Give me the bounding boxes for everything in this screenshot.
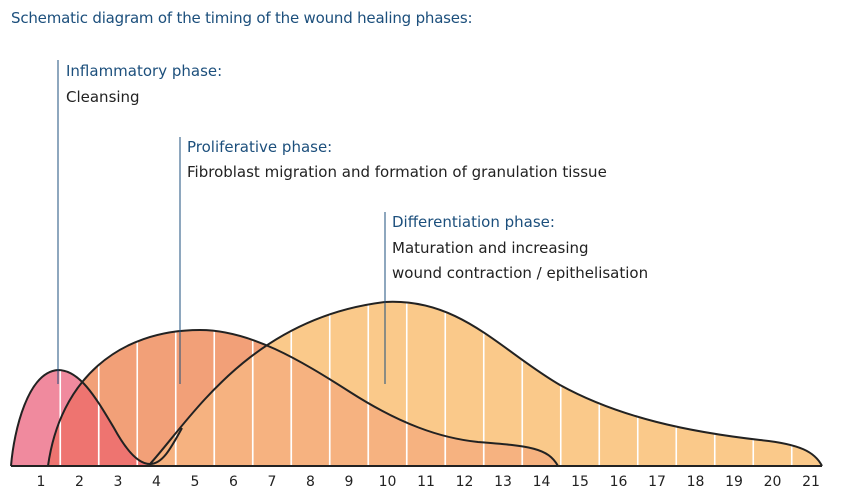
day-tick-label: 7 xyxy=(268,474,277,490)
day-tick-label: 6 xyxy=(229,474,238,490)
day-tick-label: 3 xyxy=(114,474,123,490)
proliferative-phase-description: Fibroblast migration and formation of gr… xyxy=(187,163,607,181)
differentiation-phase-description-line-1: Maturation and increasing xyxy=(392,239,589,257)
differentiation-phase-description-line-2: wound contraction / epithelisation xyxy=(392,264,648,282)
day-tick-label: 9 xyxy=(345,474,354,490)
proliferative-phase-title: Proliferative phase: xyxy=(187,138,332,156)
differentiation-phase-curve xyxy=(149,300,823,467)
proliferative-phase-curve xyxy=(47,328,559,467)
inflammatory-phase-description: Cleansing xyxy=(66,88,140,106)
day-tick-label: 21 xyxy=(802,474,820,490)
day-tick-label: 17 xyxy=(648,474,666,490)
day-tick-label: 19 xyxy=(725,474,743,490)
day-tick-label: 15 xyxy=(571,474,589,490)
day-tick-label: 5 xyxy=(191,474,200,490)
day-tick-label: 2 xyxy=(75,474,84,490)
day-tick-label: 8 xyxy=(306,474,315,490)
inflammatory-phase-title: Inflammatory phase: xyxy=(66,62,222,80)
day-tick-label: 16 xyxy=(610,474,628,490)
day-tick-label: 4 xyxy=(152,474,161,490)
day-tick-label: 1 xyxy=(37,474,46,490)
day-tick-label: 10 xyxy=(379,474,397,490)
inflammatory-phase-curve xyxy=(10,368,183,467)
page-title: Schematic diagram of the timing of the w… xyxy=(11,9,473,27)
day-tick-labels: 1 2 3 4 5 6 7 8 9 10 11 12 13 14 15 16 17 18 19 20 21 xyxy=(37,474,820,490)
differentiation-phase-title: Differentiation phase: xyxy=(392,213,555,231)
day-tick-label: 18 xyxy=(687,474,705,490)
day-tick-label: 14 xyxy=(533,474,551,490)
day-tick-label: 13 xyxy=(494,474,512,490)
day-tick-label: 11 xyxy=(417,474,435,490)
day-tick-label: 20 xyxy=(764,474,782,490)
day-tick-label: 12 xyxy=(456,474,474,490)
